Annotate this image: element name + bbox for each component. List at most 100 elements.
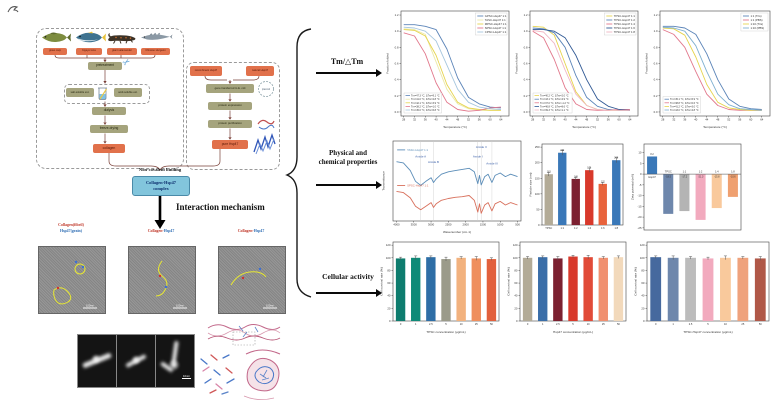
svg-text:-10: -10 bbox=[637, 194, 641, 198]
svg-text:TPSC-Hsp47 concentration (μg/m: TPSC-Hsp47 concentration (μg/mL) bbox=[683, 330, 732, 334]
svg-text:Tm=40.2 °C, ΔTm=2.0 °C: Tm=40.2 °C, ΔTm=2.0 °C bbox=[540, 95, 569, 98]
svg-text:148: 148 bbox=[574, 175, 579, 178]
hsp47-structure-icon bbox=[253, 132, 276, 155]
micrograph3-label-red: Collagen- bbox=[237, 229, 254, 233]
chinese-sturgeon-image bbox=[141, 32, 173, 40]
svg-text:0: 0 bbox=[640, 172, 642, 176]
beaker-icon bbox=[98, 87, 108, 100]
svg-text:0.6: 0.6 bbox=[654, 62, 658, 66]
em-class-average-1 bbox=[77, 334, 117, 388]
svg-text:44: 44 bbox=[574, 118, 578, 122]
tm-line-chart-1: 0.0 0.2 0.4 0.6 0.8 1.0 1.2 28 32 36 40 44 48 52 56 60 6… bbox=[386, 10, 510, 129]
svg-text:56: 56 bbox=[607, 118, 611, 122]
svg-text:Cell survival rate (%): Cell survival rate (%) bbox=[634, 267, 638, 296]
svg-text:1:8: 1:8 bbox=[614, 226, 618, 230]
svg-text:Amide II: Amide II bbox=[476, 145, 487, 149]
giant-salamander-image bbox=[108, 33, 136, 44]
svg-text:1.0: 1.0 bbox=[395, 29, 399, 33]
svg-text:-5: -5 bbox=[639, 183, 642, 187]
svg-text:52: 52 bbox=[727, 118, 731, 122]
svg-text:60: 60 bbox=[387, 281, 391, 285]
svg-text:3000: 3000 bbox=[428, 223, 435, 227]
svg-text:50: 50 bbox=[490, 322, 493, 326]
svg-text:1:6: 1:6 bbox=[601, 226, 605, 230]
svg-text:0.2: 0.2 bbox=[654, 94, 658, 98]
svg-text:44: 44 bbox=[705, 118, 709, 122]
svg-text:TPSC concentration (μg/mL): TPSC concentration (μg/mL) bbox=[426, 330, 465, 334]
plasmid-icon: plasmid bbox=[258, 81, 274, 97]
svg-text:2000: 2000 bbox=[463, 223, 470, 227]
ftir-spectrum-chart: 4000 3500 3000 2500 2000 1500 1000 500 TASC-Hsp4… bbox=[382, 140, 522, 234]
svg-text:1:10 (Tris): 1:10 (Tris) bbox=[750, 22, 763, 26]
complex-label-line2: complex bbox=[153, 186, 169, 191]
svg-text:163: 163 bbox=[547, 171, 552, 174]
svg-text:60: 60 bbox=[749, 118, 753, 122]
svg-text:1.2: 1.2 bbox=[654, 13, 658, 17]
svg-text:TASC-Hsp47 1:1: TASC-Hsp47 1:1 bbox=[407, 148, 428, 152]
svg-text:Tm=45.1 °C, ΔTm=6.9 °C: Tm=45.1 °C, ΔTm=6.9 °C bbox=[670, 98, 699, 101]
svg-text:TASC-Hsp47 1:1: TASC-Hsp47 1:1 bbox=[485, 18, 506, 22]
svg-text:3500: 3500 bbox=[411, 223, 418, 227]
zeta-potential-bar-chart: -25 -20 -15 -10 -5 0 5 10 8.2 Hsp47 -18.5 TPSC -17.2… bbox=[631, 143, 742, 231]
svg-text:0.8: 0.8 bbox=[654, 45, 658, 49]
svg-text:0.4: 0.4 bbox=[654, 78, 658, 82]
svg-text:80: 80 bbox=[387, 268, 391, 272]
em-class-average-3: 10nm bbox=[155, 334, 195, 388]
step-pure-hsp47: pure Hsp47 bbox=[212, 140, 248, 149]
svg-text:Temperature (°C): Temperature (°C) bbox=[572, 125, 596, 129]
micrograph2-label: Collagen-Hsp47 bbox=[128, 229, 194, 233]
svg-text:Tm=42.1 °C, ΔTm=3.9 °C: Tm=42.1 °C, ΔTm=3.9 °C bbox=[411, 102, 440, 105]
step-acid-soluble: acid-soluble ext. bbox=[114, 88, 142, 97]
svg-text:56: 56 bbox=[738, 118, 742, 122]
svg-text:32: 32 bbox=[672, 118, 676, 122]
svg-text:100: 100 bbox=[640, 256, 645, 260]
svg-text:25: 25 bbox=[741, 322, 744, 326]
svg-text:0: 0 bbox=[516, 319, 518, 323]
svg-text:Tm=41.0 °C, ΔTm=2.8 °C: Tm=41.0 °C, ΔTm=2.8 °C bbox=[411, 98, 440, 101]
svg-text:56: 56 bbox=[478, 118, 482, 122]
svg-text:Amide III: Amide III bbox=[486, 162, 498, 166]
svg-text:Tm=41.2 °C, ΔTm=3.0 °C: Tm=41.2 °C, ΔTm=3.0 °C bbox=[670, 105, 699, 108]
step-protein-expression: protein expression bbox=[208, 102, 252, 110]
step-gene-transfer: gene transferred to E. coli bbox=[206, 84, 254, 93]
svg-text:250: 250 bbox=[535, 145, 540, 149]
svg-text:-21.3: -21.3 bbox=[698, 175, 704, 178]
svg-text:100: 100 bbox=[386, 256, 391, 260]
svg-text:40: 40 bbox=[387, 294, 391, 298]
svg-text:5: 5 bbox=[572, 322, 574, 326]
svg-text:5: 5 bbox=[445, 322, 447, 326]
non-covalent-binding-label: Non-covalent binding bbox=[138, 167, 182, 172]
grass-carp-image bbox=[42, 32, 71, 43]
interaction-mechanism-title: Interaction mechanism bbox=[176, 202, 265, 212]
afm-micrograph-2: 100nm bbox=[128, 246, 196, 314]
fish-label-bigeye-tuna: bigeye tuna bbox=[76, 48, 102, 55]
physchem-label-line2: chemical properties bbox=[318, 158, 378, 167]
afm-micrograph-3: 100nm bbox=[218, 246, 286, 314]
step-salt-soluble: salt-soluble ext. bbox=[66, 88, 94, 97]
svg-text:Amide A: Amide A bbox=[415, 155, 426, 159]
svg-text:40: 40 bbox=[641, 294, 645, 298]
svg-text:52: 52 bbox=[596, 118, 600, 122]
svg-text:44: 44 bbox=[445, 118, 449, 122]
svg-text:SPSC-Hsp47 1:1: SPSC-Hsp47 1:1 bbox=[485, 26, 507, 30]
svg-text:0.4: 0.4 bbox=[524, 78, 528, 82]
cell-survival-chart-tpsc: 0 20 40 60 80 100 120 0 1 2.5 5 10 25 50 TPSC concentr… bbox=[380, 241, 500, 334]
svg-text:32: 32 bbox=[413, 118, 417, 122]
binding-pocket-image bbox=[243, 349, 281, 400]
svg-text:Fraction folded: Fraction folded bbox=[386, 53, 390, 74]
svg-text:Tm=37.0 °C, ΔTm=-1.2 °C: Tm=37.0 °C, ΔTm=-1.2 °C bbox=[540, 102, 570, 105]
svg-text:50: 50 bbox=[536, 207, 540, 211]
afm3-annotations: 100nm bbox=[230, 267, 277, 309]
svg-text:0: 0 bbox=[538, 223, 540, 227]
svg-text:150: 150 bbox=[535, 176, 540, 180]
svg-text:Particle size (nm): Particle size (nm) bbox=[529, 173, 533, 197]
svg-text:Tm=45.0 °C, ΔTm=6.8 °C: Tm=45.0 °C, ΔTm=6.8 °C bbox=[411, 109, 440, 112]
svg-text:208: 208 bbox=[614, 157, 619, 160]
svg-text:0.4: 0.4 bbox=[395, 78, 399, 82]
svg-text:50: 50 bbox=[617, 322, 620, 326]
svg-text:100nm: 100nm bbox=[176, 303, 184, 307]
svg-text:0.0: 0.0 bbox=[395, 110, 399, 114]
svg-text:20: 20 bbox=[641, 306, 645, 310]
svg-text:10: 10 bbox=[724, 322, 727, 326]
